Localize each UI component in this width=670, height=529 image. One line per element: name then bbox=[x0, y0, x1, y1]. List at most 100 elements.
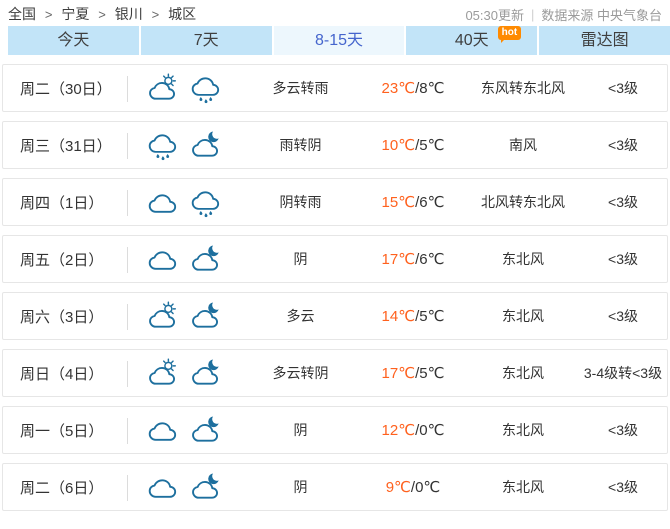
wind-direction: 东风转东北风 bbox=[481, 80, 565, 96]
wind-direction: 东北风 bbox=[502, 365, 544, 381]
wind-level: <3级 bbox=[608, 194, 638, 210]
condition-text: 多云转雨 bbox=[272, 80, 329, 96]
day-label: 周四（1日） bbox=[3, 179, 128, 225]
wind-direction: 东北风 bbox=[502, 479, 544, 495]
hot-badge: hot bbox=[497, 26, 522, 43]
weather-icons bbox=[128, 472, 238, 503]
cloud-moon-icon bbox=[188, 358, 222, 389]
forecast-row[interactable]: 周日（4日） 多云转阴 17℃/5℃ 东北风 3-4级转<3级 bbox=[2, 349, 668, 397]
wind-level: <3级 bbox=[608, 479, 638, 495]
weather-icons bbox=[128, 130, 238, 161]
day-label: 周三（31日） bbox=[3, 122, 128, 168]
forecast-row[interactable]: 周二（6日） 阴 9℃/0℃ 东北风 <3级 bbox=[2, 463, 668, 511]
update-info: 05:30更新 | 数据来源 中央气象台 bbox=[465, 5, 662, 24]
column-divider bbox=[127, 133, 128, 159]
temp-high: 17℃ bbox=[381, 365, 416, 382]
temp-low: /6℃ bbox=[415, 251, 445, 268]
breadcrumb-item-district[interactable]: 城区 bbox=[168, 6, 197, 22]
breadcrumb-item-city[interactable]: 银川 bbox=[114, 6, 143, 22]
day-label: 周二（6日） bbox=[3, 464, 128, 510]
temperature: 9℃/0℃ bbox=[363, 478, 463, 496]
condition-text: 阴转雨 bbox=[279, 194, 322, 210]
temperature: 23℃/8℃ bbox=[363, 79, 463, 97]
cloud-moon-icon bbox=[188, 415, 222, 446]
column-divider bbox=[127, 361, 128, 387]
tab-8-15day[interactable]: 8-15天 bbox=[273, 26, 405, 55]
forecast-row[interactable]: 周二（30日） 多云转雨 23℃/8℃ 东风转东北风 <3级 bbox=[2, 64, 668, 112]
cloud-sun-icon bbox=[145, 73, 179, 104]
wind-level: <3级 bbox=[608, 308, 638, 324]
temp-high: 10℃ bbox=[381, 137, 416, 154]
cloud-icon bbox=[145, 244, 179, 275]
condition-text: 雨转阴 bbox=[279, 137, 322, 153]
cloud-sun-icon bbox=[145, 358, 179, 389]
column-divider bbox=[127, 475, 128, 501]
column-divider bbox=[127, 304, 128, 330]
wind-direction: 北风转东北风 bbox=[481, 194, 565, 210]
forecast-list: 周二（30日） 多云转雨 23℃/8℃ 东风转东北风 <3级 周三（31日） 雨… bbox=[2, 64, 668, 511]
breadcrumb-separator: > bbox=[44, 7, 53, 22]
condition-text: 阴 bbox=[293, 422, 308, 438]
weather-icons bbox=[128, 358, 238, 389]
temp-low: /5℃ bbox=[415, 365, 445, 382]
update-time: 05:30更新 bbox=[465, 7, 524, 23]
breadcrumb-separator: > bbox=[98, 7, 106, 22]
cloud-sun-icon bbox=[145, 301, 179, 332]
data-source: 数据来源 中央气象台 bbox=[541, 7, 662, 23]
forecast-row[interactable]: 周四（1日） 阴转雨 15℃/6℃ 北风转东北风 <3级 bbox=[2, 178, 668, 226]
day-label: 周二（30日） bbox=[3, 65, 128, 111]
meta-separator: | bbox=[530, 6, 535, 22]
wind-level: <3级 bbox=[608, 422, 638, 438]
temperature: 12℃/0℃ bbox=[363, 421, 463, 439]
temperature: 17℃/5℃ bbox=[363, 364, 463, 382]
column-divider bbox=[127, 76, 128, 102]
temperature: 14℃/5℃ bbox=[363, 307, 463, 325]
temp-low: /6℃ bbox=[415, 194, 445, 211]
cloud-icon bbox=[145, 187, 179, 218]
wind-level: 3-4级转<3级 bbox=[583, 365, 663, 381]
tab-radar[interactable]: 雷达图 bbox=[539, 26, 670, 55]
tab-today[interactable]: 今天 bbox=[8, 26, 139, 55]
column-divider bbox=[127, 418, 128, 444]
forecast-row[interactable]: 周六（3日） 多云 14℃/5℃ 东北风 <3级 bbox=[2, 292, 668, 340]
wind-direction: 东北风 bbox=[502, 308, 544, 324]
temperature: 17℃/6℃ bbox=[363, 250, 463, 268]
cloud-rain-icon bbox=[188, 73, 222, 104]
temp-high: 23℃ bbox=[381, 80, 416, 97]
temp-low: /5℃ bbox=[415, 137, 445, 154]
weather-icons bbox=[128, 187, 238, 218]
temp-low: /8℃ bbox=[415, 80, 445, 97]
temp-low: /0℃ bbox=[415, 422, 445, 439]
breadcrumb-separator: > bbox=[151, 7, 160, 22]
tab-40day-label: 40天 bbox=[454, 32, 489, 49]
weather-icons bbox=[128, 415, 238, 446]
day-label: 周日（4日） bbox=[3, 350, 128, 396]
weather-icons bbox=[128, 301, 238, 332]
breadcrumb-item-country[interactable]: 全国 bbox=[8, 6, 36, 22]
temp-high: 14℃ bbox=[381, 308, 416, 325]
cloud-moon-icon bbox=[188, 472, 222, 503]
temp-high: 15℃ bbox=[381, 194, 416, 211]
cloud-moon-icon bbox=[188, 130, 222, 161]
forecast-row[interactable]: 周一（5日） 阴 12℃/0℃ 东北风 <3级 bbox=[2, 406, 668, 454]
forecast-row[interactable]: 周三（31日） 雨转阴 10℃/5℃ 南风 <3级 bbox=[2, 121, 668, 169]
tab-40day[interactable]: 40天 hot bbox=[406, 26, 538, 55]
wind-level: <3级 bbox=[608, 251, 638, 267]
breadcrumb: 全国 > 宁夏 > 银川 > 城区 bbox=[8, 4, 196, 24]
weather-icons bbox=[128, 244, 238, 275]
temp-high: 17℃ bbox=[381, 251, 416, 268]
condition-text: 多云转阴 bbox=[272, 365, 329, 381]
tab-7day[interactable]: 7天 bbox=[140, 26, 272, 55]
wind-direction: 南风 bbox=[509, 137, 537, 153]
cloud-icon bbox=[145, 415, 179, 446]
cloud-rain-icon bbox=[188, 187, 222, 218]
wind-level: <3级 bbox=[608, 80, 638, 96]
weather-icons bbox=[128, 73, 238, 104]
temp-low: /0℃ bbox=[410, 479, 441, 496]
forecast-row[interactable]: 周五（2日） 阴 17℃/6℃ 东北风 <3级 bbox=[2, 235, 668, 283]
page-header: 全国 > 宁夏 > 银川 > 城区 05:30更新 | 数据来源 中央气象台 bbox=[0, 0, 670, 26]
condition-text: 阴 bbox=[293, 251, 308, 267]
breadcrumb-item-province[interactable]: 宁夏 bbox=[61, 6, 90, 22]
temperature: 10℃/5℃ bbox=[363, 136, 463, 154]
